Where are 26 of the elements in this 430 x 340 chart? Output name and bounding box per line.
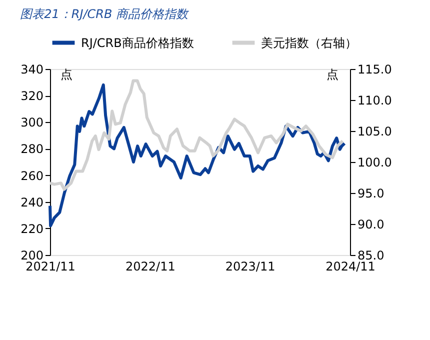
y2-tick-label: 85.0 xyxy=(358,248,384,262)
y-tick-label: 320 xyxy=(20,89,44,104)
chart-title: 图表21：RJ/CRB 商品价格指数 xyxy=(20,7,190,21)
line-series xyxy=(48,83,346,228)
y-tick-label: 240 xyxy=(20,195,44,210)
line-series xyxy=(48,79,344,191)
y2-tick-label: 95.0 xyxy=(358,186,384,200)
legend-label: RJ/CRB商品价格指数 xyxy=(81,36,194,50)
x-tick-label: 2023/11 xyxy=(225,260,276,274)
y-tick-label: 340 xyxy=(20,62,44,76)
legend-label: 美元指数（右轴） xyxy=(261,36,357,50)
y-axis-title: 点 xyxy=(60,68,72,82)
y2-tick-label: 115.0 xyxy=(358,62,392,76)
x-tick-label: 2024/11 xyxy=(326,260,376,274)
y-tick-label: 300 xyxy=(20,116,44,130)
y-tick-label: 200 xyxy=(20,248,44,262)
y2-tick-label: 105.0 xyxy=(358,124,392,138)
y-tick-label: 280 xyxy=(20,142,44,156)
y2-tick-label: 90.0 xyxy=(358,218,384,232)
x-tick-label: 2022/11 xyxy=(125,260,176,274)
y2-tick-label: 100.0 xyxy=(358,156,392,170)
y-tick-label: 260 xyxy=(20,168,44,183)
x-tick-label: 2021/11 xyxy=(26,260,76,274)
y2-axis-title: 点 xyxy=(326,68,338,82)
y-tick-label: 220 xyxy=(20,222,44,236)
y2-tick-label: 110.0 xyxy=(358,94,392,108)
